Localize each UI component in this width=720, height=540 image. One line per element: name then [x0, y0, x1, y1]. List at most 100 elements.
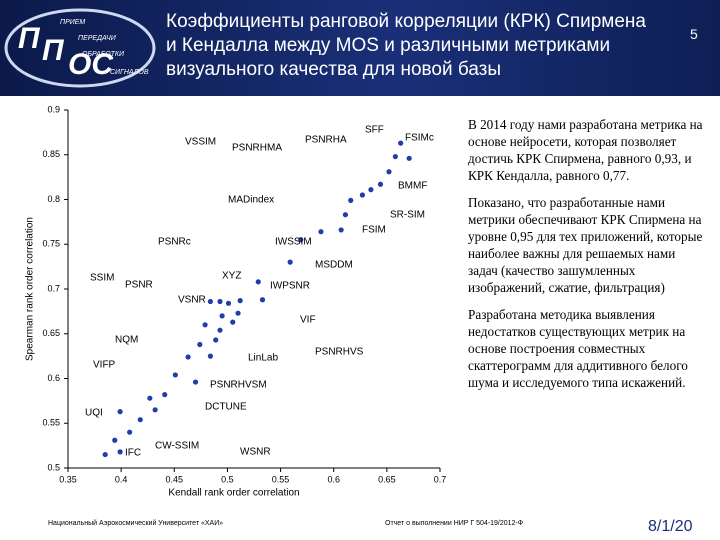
point: [217, 298, 223, 305]
annotation: LinLab: [248, 353, 278, 364]
logo-word: ОБРАБОТКИ: [82, 51, 125, 58]
logo-letter: П: [18, 22, 41, 55]
annotation: IWSSIM: [275, 237, 312, 248]
point: [318, 229, 324, 235]
logo-word: СИГНАЛОВ: [110, 69, 149, 76]
annotation: SSIM: [90, 273, 114, 284]
logo: П П ОС ПРИЕМ ПЕРЕДАЧИ ОБРАБОТКИ СИГНАЛОВ: [4, 8, 156, 88]
point: [298, 237, 304, 243]
x-tick-label: 0.65: [378, 474, 396, 484]
annotation: PSNRHVSM: [210, 380, 267, 391]
point: [197, 341, 203, 348]
y-tick-label: 0.65: [42, 328, 60, 338]
y-tick-label: 0.6: [47, 373, 60, 383]
point: [112, 437, 118, 443]
point: [207, 298, 214, 305]
y-tick-label: 0.7: [47, 283, 60, 293]
point: [235, 310, 241, 316]
annotation: NQM: [115, 335, 138, 346]
point: [192, 379, 199, 385]
annotation: VSSIM: [185, 137, 216, 148]
point: [172, 372, 178, 378]
chart: 0.5 0.55 0.6 0.65 0.7 0.75 0.8 0.85 0.9 0.35 0.4 0.…: [25, 104, 447, 499]
x-tick-label: 0.55: [272, 474, 290, 484]
x-tick-label: 0.5: [221, 474, 234, 484]
point: [185, 354, 191, 360]
x-tick-label: 0.35: [59, 474, 77, 484]
y-axis-label: Spearman rank order correlation: [25, 217, 36, 361]
title: Коэффициенты ранговой корреляции (КРК) С…: [166, 10, 686, 82]
point: [392, 153, 398, 160]
annotation: FSIMc: [405, 133, 434, 144]
point: [359, 192, 366, 198]
point: [152, 407, 158, 413]
title-line: и Кендалла между MOS и различными метрик…: [166, 35, 611, 56]
y-tick-label: 0.75: [42, 239, 60, 249]
point: [117, 449, 123, 455]
annotation: PSNRHA: [305, 135, 347, 146]
annotation: PSNRHVS: [315, 347, 364, 358]
annotation: BMMF: [398, 181, 427, 192]
logo-ring: [4, 8, 156, 88]
annotation: MSDDM: [315, 260, 353, 271]
logo-letter: П: [42, 34, 65, 67]
point: [225, 300, 232, 306]
point: [348, 197, 354, 203]
annotation: IFC: [125, 448, 141, 459]
point: [162, 392, 168, 398]
logo-word: ПЕРЕДАЧИ: [78, 35, 117, 42]
point: [368, 187, 374, 193]
annotation: VIF: [300, 315, 316, 326]
page-number: 5: [690, 26, 698, 42]
header: П П ОС ПРИЕМ ПЕРЕДАЧИ ОБРАБОТКИ СИГНАЛОВ…: [0, 0, 720, 96]
point: [117, 409, 123, 415]
point: [217, 327, 223, 333]
logo-word: ПРИЕМ: [60, 19, 85, 26]
annotation: UQI: [85, 408, 103, 419]
y-tick-label: 0.5: [47, 462, 60, 472]
point: [287, 259, 293, 265]
x-axis-label: Kendall rank order correlation: [168, 488, 299, 499]
paragraph: Показано, что разработанные нами метрики…: [468, 195, 703, 295]
x-tick-label: 0.4: [115, 474, 128, 484]
point: [342, 212, 349, 218]
annotation: VSNR: [178, 295, 206, 306]
footer-date: 8/1/20: [648, 518, 693, 535]
annotation: WSNR: [240, 447, 271, 458]
annotation: MADindex: [228, 195, 274, 206]
annotation: SFF: [365, 125, 384, 136]
title-line: Коэффициенты ранговой корреляции (КРК) С…: [166, 11, 646, 32]
annotation: SR-SIM: [390, 210, 425, 221]
point: [255, 279, 261, 285]
side-text: В 2014 году нами разработана метрика на …: [468, 116, 704, 401]
point: [147, 395, 153, 401]
point: [406, 155, 412, 161]
paragraph: В 2014 году нами разработана метрика на …: [468, 117, 703, 183]
annotation: CW-SSIM: [155, 441, 199, 452]
y-tick-label: 0.55: [42, 418, 60, 428]
paragraph: Разработана методика выявления недостатк…: [468, 307, 688, 390]
annotation: DCTUNE: [205, 402, 247, 413]
point: [219, 313, 225, 319]
annotation: PSNRHMA: [232, 143, 282, 154]
point: [230, 319, 236, 325]
point: [207, 353, 214, 359]
x-tick-label: 0.45: [166, 474, 184, 484]
point: [127, 429, 133, 435]
point: [259, 297, 266, 303]
point: [137, 417, 143, 423]
footer-center: Отчет о выполнении НИР Г 504-19/2012-Ф: [385, 520, 524, 527]
logo-letter: ОС: [68, 48, 114, 81]
point: [102, 451, 108, 458]
annotation: IWPSNR: [270, 281, 310, 292]
y-tick-label: 0.85: [42, 149, 60, 159]
annotation: VIFP: [93, 360, 116, 371]
point: [338, 227, 344, 233]
point: [386, 169, 392, 175]
point: [237, 298, 243, 304]
point: [398, 140, 404, 146]
y-tick-label: 0.8: [47, 194, 60, 204]
point: [213, 337, 219, 343]
point: [202, 322, 208, 328]
